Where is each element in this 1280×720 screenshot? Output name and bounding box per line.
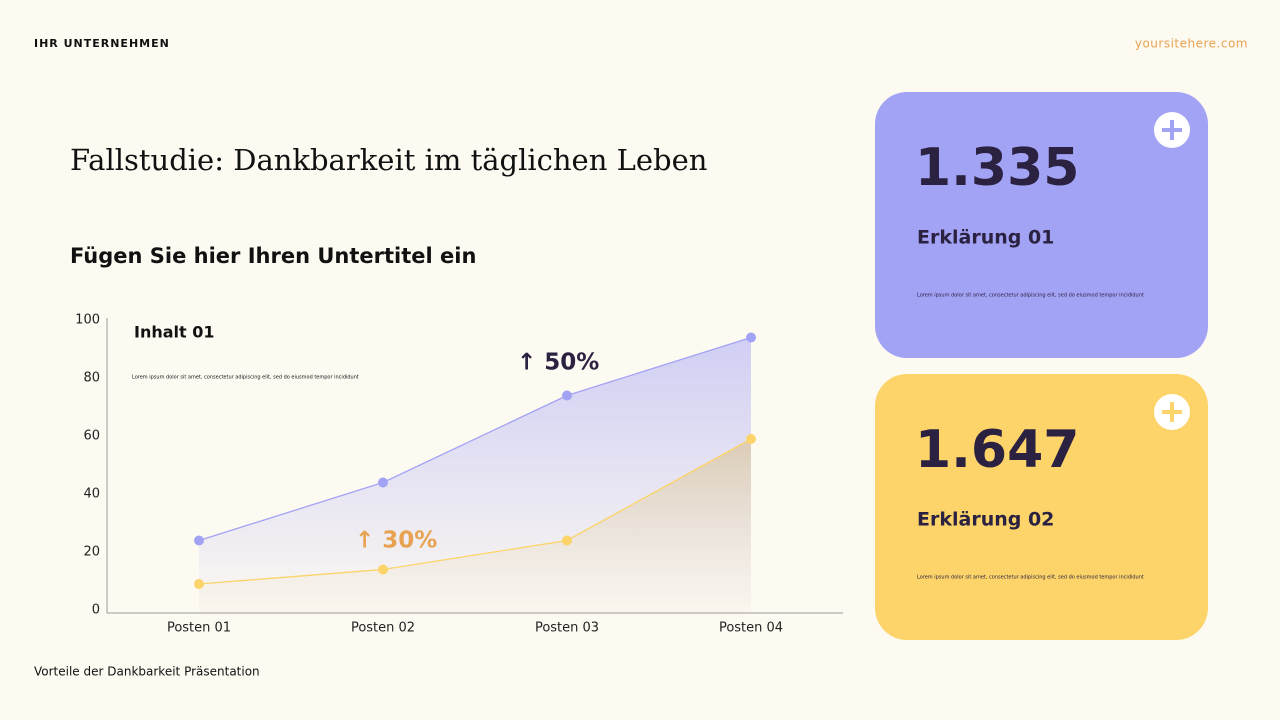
card: 1.647 Erklärung 02 Lorem ipsum dolor sit… (875, 374, 1208, 640)
footer: Vorteile der Dankbarkeit Präsentation (34, 665, 260, 679)
plus-icon-glyph (1162, 120, 1182, 140)
chart-annotation: ↑ 50% (517, 350, 599, 376)
card: 1.335 Erklärung 01 Lorem ipsum dolor sit… (875, 92, 1208, 358)
plus-icon-glyph (1162, 402, 1182, 422)
slide-title: Fallstudie: Dankbarkeit im täglichen Leb… (70, 143, 707, 177)
chart-annotation: Inhalt 01 (134, 323, 215, 342)
point (194, 579, 204, 589)
chart-annotation: ↑ 30% (355, 528, 437, 554)
point (378, 477, 388, 488)
line (198, 336, 752, 542)
x-tick-label: Posten 01 (167, 621, 231, 636)
x-tick-label: Posten 03 (535, 621, 599, 636)
card-number: 1.647 (915, 420, 1079, 480)
y-tick-label: 100 (75, 313, 100, 328)
card-label: Erklärung 01 (917, 227, 1054, 249)
y-tick-label: 60 (83, 429, 100, 444)
chart: Inhalt 01 Lorem ipsum dolor sit amet, co… (75, 313, 843, 636)
y-tick-label: 40 (83, 487, 100, 502)
chart-annotation: Lorem ipsum dolor sit amet, consectetur … (132, 375, 359, 381)
y-tick-label: 80 (83, 371, 100, 386)
card-text: Lorem ipsum dolor sit amet, consectetur … (917, 293, 1144, 299)
card-background (875, 374, 1208, 640)
point (746, 332, 756, 343)
x-tick-label: Posten 02 (351, 621, 415, 636)
company-name: IHR UNTERNEHMEN (34, 37, 170, 50)
area (199, 439, 751, 613)
card-background (875, 92, 1208, 358)
website[interactable]: yoursitehere.com (1135, 37, 1248, 51)
y-tick-label: 0 (92, 603, 100, 618)
point (194, 535, 204, 546)
y-tick-label: 20 (83, 545, 100, 560)
card-number: 1.335 (915, 138, 1079, 198)
areas (199, 337, 751, 613)
point (746, 434, 756, 444)
x-tick-label: Posten 04 (719, 621, 783, 636)
point (562, 535, 572, 546)
point (378, 564, 388, 575)
card-label: Erklärung 02 (917, 509, 1054, 531)
card-text: Lorem ipsum dolor sit amet, consectetur … (917, 575, 1144, 581)
line (198, 438, 752, 585)
point (562, 390, 572, 401)
slide-subtitle: Fügen Sie hier Ihren Untertitel ein (70, 244, 476, 268)
